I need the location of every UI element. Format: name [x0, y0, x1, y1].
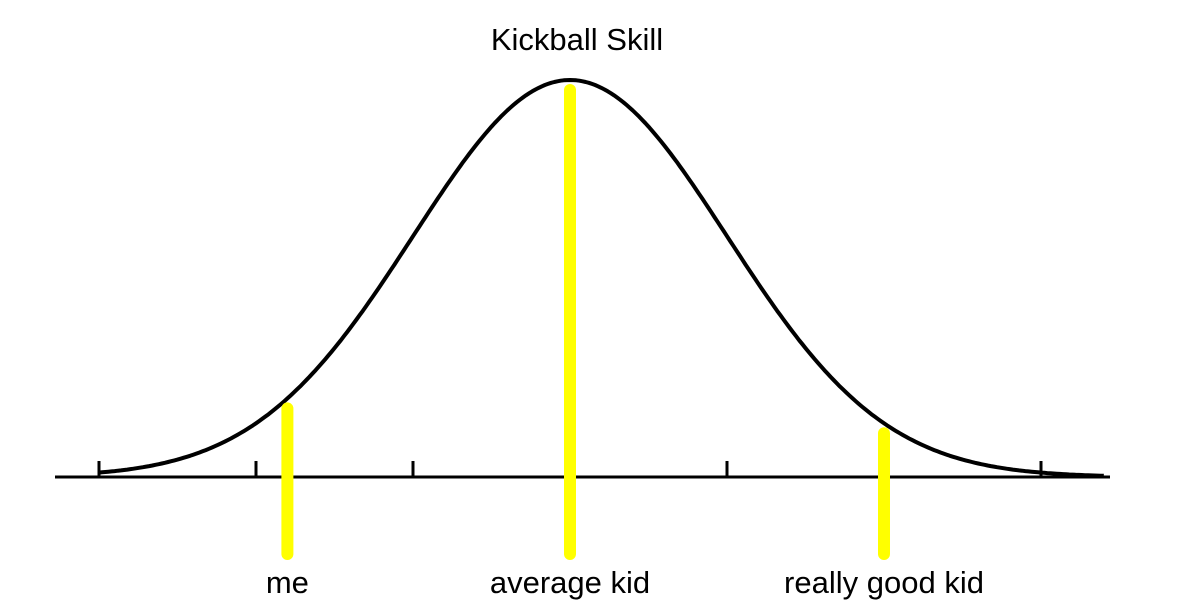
marker-label-1: average kid [490, 565, 650, 600]
distribution-curve [98, 78, 1104, 478]
markers [281, 84, 890, 560]
marker-label-2: really good kid [784, 565, 984, 600]
axis-ticks [97, 461, 1043, 477]
chart-title: Kickball Skill [491, 22, 663, 57]
marker-label-0: me [266, 565, 309, 600]
marker-labels: me average kid really good kid [266, 565, 984, 600]
